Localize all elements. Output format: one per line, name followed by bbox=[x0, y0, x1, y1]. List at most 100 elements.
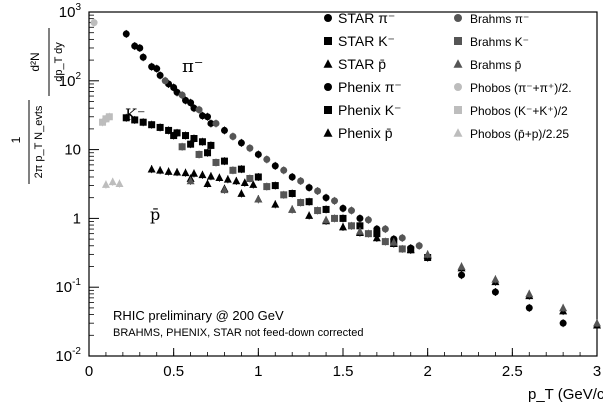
legend-entry: Phobos (π⁻+π⁺)/2. bbox=[470, 81, 572, 95]
point-phenix bbox=[288, 173, 296, 181]
point-phenix-k bbox=[322, 205, 330, 213]
point-brahms-p bbox=[355, 226, 364, 235]
point-phenix bbox=[271, 162, 279, 170]
legend-entry: STAR K⁻ bbox=[338, 33, 395, 49]
data-marks bbox=[90, 18, 601, 330]
point-star-p bbox=[189, 169, 198, 177]
legend-marker bbox=[454, 83, 462, 91]
point-phenix bbox=[204, 113, 212, 121]
point-brahms-k bbox=[246, 175, 254, 183]
x-axis-label: p_T (GeV/c) bbox=[528, 386, 603, 403]
legend-marker bbox=[324, 83, 332, 91]
point-phenix-k bbox=[356, 222, 364, 230]
point-star-k bbox=[190, 134, 198, 142]
point-phobos-k-k-2 bbox=[105, 113, 113, 121]
point-phobos-2 bbox=[90, 19, 98, 27]
point-star-k bbox=[207, 141, 215, 149]
point-brahms bbox=[178, 91, 186, 99]
legend-marker bbox=[454, 37, 462, 45]
point-brahms bbox=[263, 155, 271, 163]
point-brahms bbox=[212, 119, 220, 127]
point-brahms bbox=[364, 216, 372, 224]
point-star-p bbox=[198, 170, 207, 179]
point-phenix bbox=[220, 126, 228, 134]
legend-marker bbox=[324, 14, 332, 22]
legend-marker bbox=[454, 14, 462, 22]
point-phenix-k bbox=[220, 157, 228, 165]
point-brahms-k bbox=[263, 183, 271, 191]
axis-ticks: 0 0.5 1 1.5 2 2.5 3 10-2 10-1 1 10 102 103 bbox=[55, 2, 601, 380]
legend-marker bbox=[323, 59, 333, 68]
point-phenix bbox=[187, 99, 195, 107]
y-label-top-num: d²N bbox=[28, 52, 42, 71]
y-tick-label: 10 bbox=[64, 142, 81, 159]
point-brahms-p bbox=[186, 176, 195, 185]
y-tick-label: 1 bbox=[73, 210, 81, 227]
point-star-p bbox=[249, 180, 258, 188]
y-tick-label: 10-2 bbox=[55, 346, 81, 365]
point-star-k bbox=[131, 116, 139, 124]
y-axis-label: d²N dp_T dy 1 2π p_T N_evts bbox=[9, 28, 65, 184]
legend-entry: Phenix π⁻ bbox=[338, 79, 402, 95]
point-phenix-p bbox=[237, 189, 246, 197]
point-brahms-p bbox=[525, 289, 534, 298]
x-tick-label: 2.5 bbox=[502, 363, 523, 380]
point-brahms-k bbox=[331, 214, 339, 222]
note-feeddown: BRAHMS, PHENIX, STAR not feed-down corre… bbox=[113, 327, 363, 339]
point-phenix bbox=[491, 288, 499, 296]
legend-entry: Phenix K⁻ bbox=[338, 102, 401, 118]
point-brahms-k bbox=[314, 207, 322, 215]
point-phobos-p-p-2-25 bbox=[115, 179, 124, 187]
point-phenix bbox=[170, 83, 178, 91]
point-star-p bbox=[164, 167, 173, 175]
point-brahms-k bbox=[364, 230, 372, 238]
point-brahms-k bbox=[229, 166, 237, 174]
y-tick-label: 10-1 bbox=[55, 277, 81, 296]
legend-entry: Phenix p̄ bbox=[338, 125, 393, 141]
point-star-k bbox=[156, 123, 164, 131]
legend: STAR π⁻ STAR K⁻ STAR p̄ Phenix π⁻ Phenix K⁻ P… bbox=[323, 10, 572, 141]
x-tick-label: 0.5 bbox=[163, 363, 184, 380]
point-brahms-p bbox=[423, 250, 432, 258]
point-brahms-k bbox=[195, 150, 203, 158]
point-brahms-p bbox=[288, 205, 297, 213]
point-phenix-k bbox=[170, 132, 178, 140]
point-phenix-k bbox=[237, 165, 245, 173]
point-brahms-p bbox=[220, 185, 229, 194]
point-phenix-p bbox=[203, 179, 212, 187]
point-phenix bbox=[153, 65, 161, 73]
point-phenix bbox=[237, 139, 245, 147]
legend-entry: Phobos (p̄+p)/2.25 bbox=[470, 127, 569, 141]
point-brahms-k bbox=[347, 222, 355, 230]
legend-marker bbox=[324, 106, 332, 114]
point-star-k bbox=[139, 118, 147, 126]
point-star-p bbox=[173, 167, 182, 176]
point-star bbox=[122, 30, 130, 38]
legend-entry: STAR p̄ bbox=[338, 56, 386, 72]
point-brahms-k bbox=[178, 143, 186, 151]
point-star-k bbox=[122, 114, 130, 122]
point-brahms bbox=[314, 187, 322, 195]
point-brahms bbox=[381, 225, 389, 233]
legend-entry: Phobos (K⁻+K⁺)/2 bbox=[470, 104, 568, 118]
x-tick-label: 2 bbox=[423, 363, 431, 380]
point-brahms bbox=[297, 177, 305, 185]
point-star-k bbox=[198, 138, 206, 146]
point-star bbox=[207, 119, 215, 127]
x-tick-label: 1 bbox=[254, 363, 262, 380]
point-phenix-k bbox=[254, 173, 262, 181]
point-phenix bbox=[458, 271, 466, 279]
point-brahms-p bbox=[457, 262, 466, 270]
curve-label-pbar: p̄ bbox=[150, 205, 160, 224]
point-phobos-p-p-2-25 bbox=[101, 180, 110, 188]
x-tick-label: 1.5 bbox=[333, 363, 354, 380]
point-phenix-k bbox=[271, 182, 279, 190]
legend-entry: Brahms p̄ bbox=[470, 58, 522, 72]
point-phenix bbox=[305, 184, 313, 192]
point-brahms bbox=[280, 166, 288, 174]
point-phenix-k bbox=[305, 198, 313, 206]
y-tick-label: 102 bbox=[59, 71, 82, 90]
point-phenix-p bbox=[406, 245, 415, 254]
